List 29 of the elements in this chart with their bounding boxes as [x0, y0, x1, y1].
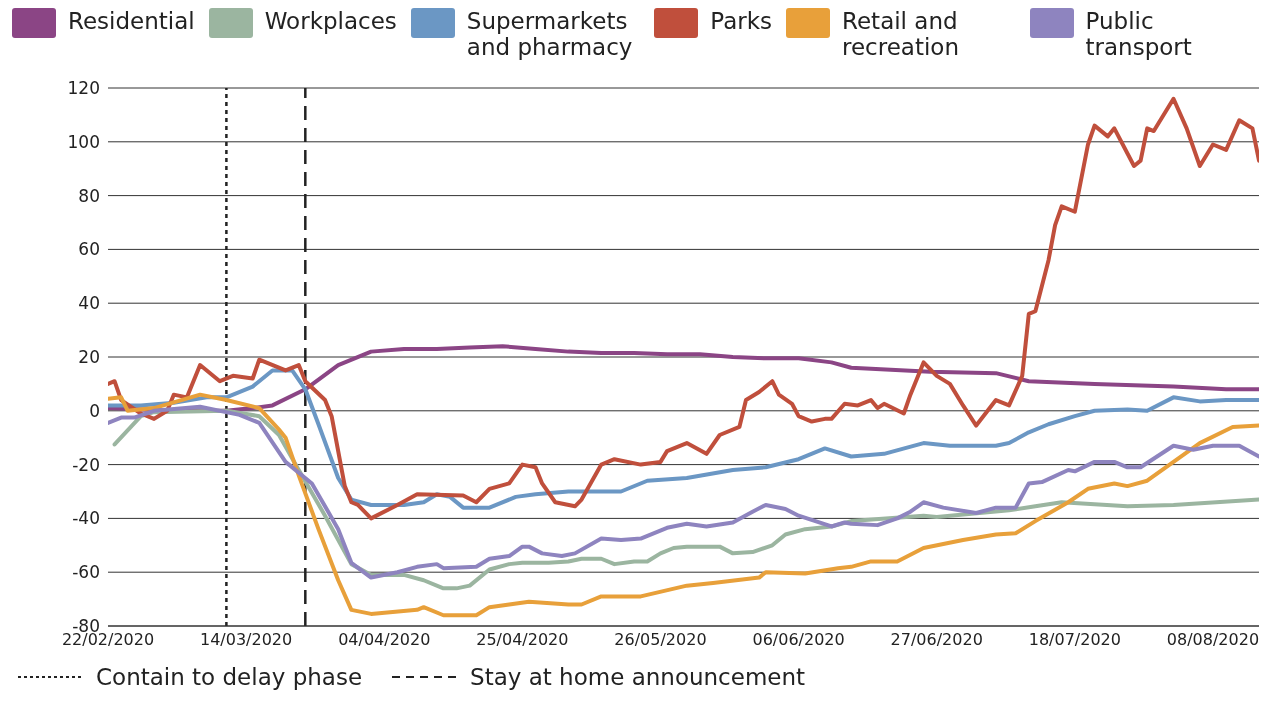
- x-tick-label: 08/08/2020: [1166, 630, 1260, 650]
- y-tick-label: 60: [78, 239, 100, 260]
- legend-label: Public transport: [1085, 8, 1193, 60]
- y-tick-label: -20: [72, 454, 100, 475]
- x-tick-label: 27/06/2020: [890, 630, 983, 650]
- legend-label: Supermarkets and pharmacy: [466, 8, 634, 60]
- y-tick-label: 100: [67, 131, 100, 152]
- y-tick-label: -40: [72, 508, 100, 529]
- x-tick-label: 25/04/2020: [476, 630, 569, 650]
- legend-label: Stay at home announcement: [470, 664, 806, 690]
- y-tick-label: 40: [78, 293, 100, 314]
- line-series: [108, 392, 1259, 618]
- legend-label: Parks: [710, 8, 773, 34]
- legend-label: Residential: [68, 8, 195, 34]
- x-tick-label: 06/06/2020: [752, 630, 845, 650]
- x-tick-label: 18/07/2020: [1028, 630, 1121, 650]
- line-series: [108, 96, 1259, 521]
- y-tick-label: 80: [78, 185, 100, 206]
- y-tick-label: 120: [67, 78, 100, 99]
- y-tick-label: 0: [89, 400, 100, 421]
- ref-line-label: Contain to delay phase: [96, 664, 363, 690]
- y-tick-label: 20: [78, 347, 100, 368]
- legend-label: Workplaces: [264, 8, 397, 34]
- x-tick-label: 04/04/2020: [338, 630, 431, 650]
- legend-label: Retail and recreation: [842, 8, 960, 60]
- x-tick-label: 26/05/2020: [614, 630, 707, 650]
- x-tick-label: 14/03/2020: [200, 630, 293, 650]
- y-tick-label: -60: [72, 562, 100, 583]
- line-series: [108, 368, 1259, 510]
